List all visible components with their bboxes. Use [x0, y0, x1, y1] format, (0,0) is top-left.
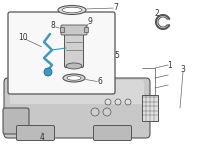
- Ellipse shape: [67, 76, 81, 80]
- FancyBboxPatch shape: [61, 25, 87, 35]
- Circle shape: [105, 99, 111, 105]
- Ellipse shape: [63, 74, 85, 82]
- Circle shape: [91, 108, 99, 116]
- Text: 9: 9: [88, 17, 92, 26]
- FancyBboxPatch shape: [4, 78, 150, 138]
- FancyBboxPatch shape: [10, 80, 144, 104]
- FancyBboxPatch shape: [64, 32, 84, 67]
- Text: 6: 6: [98, 77, 102, 86]
- Bar: [84, 27, 88, 32]
- Ellipse shape: [62, 7, 82, 13]
- Circle shape: [125, 99, 131, 105]
- Ellipse shape: [64, 83, 86, 93]
- Text: 3: 3: [181, 66, 185, 75]
- Circle shape: [115, 99, 121, 105]
- Text: 5: 5: [115, 51, 119, 60]
- Text: 4: 4: [40, 132, 44, 142]
- FancyBboxPatch shape: [12, 73, 30, 91]
- Circle shape: [103, 108, 111, 116]
- Bar: [60, 27, 64, 32]
- FancyBboxPatch shape: [8, 12, 115, 94]
- Ellipse shape: [58, 5, 86, 15]
- FancyBboxPatch shape: [3, 108, 29, 134]
- Text: 2: 2: [155, 10, 159, 19]
- Text: 8: 8: [51, 21, 55, 30]
- Bar: [142, 95, 158, 121]
- Ellipse shape: [66, 63, 82, 69]
- FancyBboxPatch shape: [94, 126, 132, 141]
- Text: 1: 1: [168, 61, 172, 70]
- Text: 7: 7: [114, 4, 118, 12]
- Circle shape: [44, 68, 52, 76]
- FancyBboxPatch shape: [16, 126, 54, 141]
- Ellipse shape: [67, 85, 83, 91]
- Text: 10: 10: [18, 34, 28, 42]
